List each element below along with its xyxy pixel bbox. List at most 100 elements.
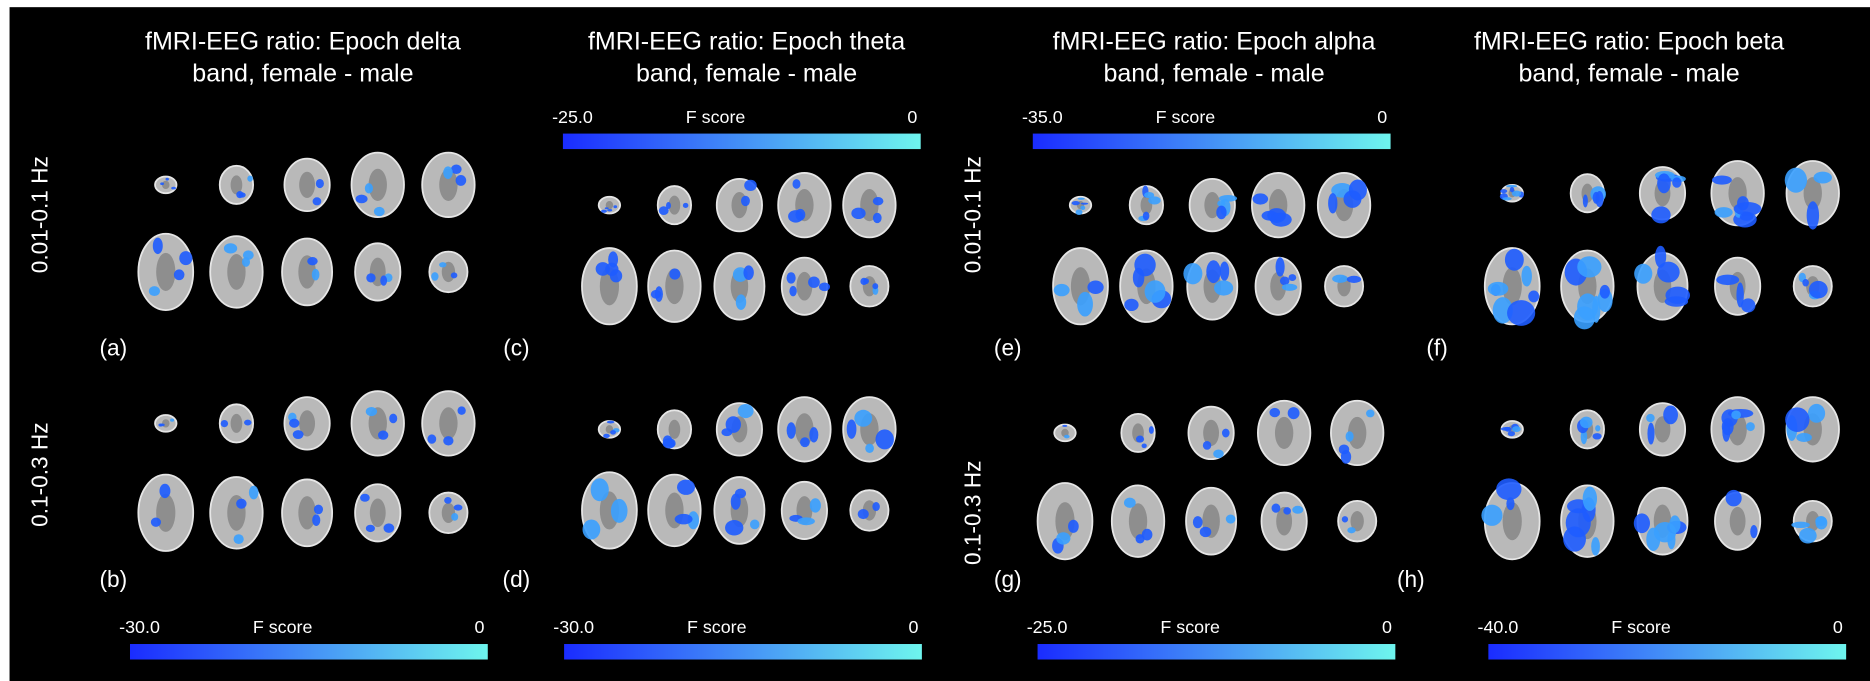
activation [1799, 528, 1817, 544]
activation [1583, 194, 1588, 207]
activation [179, 251, 192, 265]
colorbar-label: F score [686, 107, 746, 127]
activation [314, 505, 323, 515]
activation [847, 419, 857, 438]
activation [1124, 498, 1136, 508]
activation [1077, 292, 1093, 317]
activation [789, 286, 796, 297]
activation [787, 272, 796, 283]
activation [1715, 207, 1733, 218]
activation [860, 278, 867, 285]
colorbar [1038, 644, 1396, 660]
activation [611, 499, 628, 523]
activation [312, 514, 320, 526]
activation [360, 494, 370, 502]
activation [1183, 263, 1202, 284]
activation [160, 182, 164, 185]
activation [1802, 279, 1809, 287]
activation [1203, 441, 1211, 450]
panel-label: (g) [994, 566, 1022, 592]
activation [1712, 175, 1732, 184]
activation [610, 430, 616, 435]
activation [1634, 513, 1650, 533]
activation [1145, 280, 1166, 303]
activation [741, 196, 750, 206]
activation [1816, 516, 1828, 529]
activation [1342, 516, 1348, 522]
activation [873, 213, 882, 223]
activation [1214, 280, 1233, 295]
colorbar-max: 0 [1833, 617, 1843, 637]
activation [236, 191, 243, 198]
activation [669, 269, 680, 280]
activation [1750, 525, 1757, 538]
activation [1124, 299, 1138, 311]
activation [1591, 537, 1600, 556]
activation [1512, 426, 1521, 432]
activation [1078, 197, 1085, 199]
panel-label: (h) [1397, 566, 1425, 592]
brain-core [299, 172, 315, 198]
activation [1213, 449, 1224, 458]
activation [1270, 213, 1291, 227]
activation [244, 420, 252, 426]
activation [431, 272, 438, 281]
activation [800, 437, 810, 447]
activation [170, 419, 174, 422]
brain-core [162, 419, 170, 427]
activation [854, 410, 872, 427]
colorbar-label: F score [1160, 617, 1220, 637]
colorbar-label: F score [687, 617, 747, 637]
activation [1785, 168, 1807, 193]
activation [1276, 257, 1285, 276]
brain-core [298, 496, 316, 529]
activation [610, 269, 622, 282]
brain-core [156, 494, 175, 532]
activation [1500, 189, 1507, 193]
colorbar-max: 0 [1382, 617, 1392, 637]
activation [1056, 532, 1070, 544]
activation [865, 444, 874, 453]
activation [366, 525, 375, 532]
colorbar-label: F score [1611, 617, 1671, 637]
activation [787, 422, 796, 439]
activation [1593, 433, 1602, 439]
activation [1488, 282, 1509, 296]
activation [743, 265, 753, 280]
activation [1521, 266, 1531, 287]
activation [1785, 407, 1809, 432]
activation [221, 420, 228, 427]
activation [1508, 431, 1515, 436]
activation [1136, 436, 1144, 443]
activation [675, 514, 693, 525]
activation [1282, 284, 1297, 291]
activation [663, 435, 672, 446]
activation [1328, 193, 1337, 213]
activation [458, 406, 466, 415]
column-title: band, female - male [1518, 60, 1739, 88]
activation [1737, 196, 1749, 210]
activation [1657, 173, 1671, 193]
brain-core [370, 499, 386, 528]
activation [607, 421, 615, 424]
activation [1253, 193, 1269, 204]
activation [1665, 287, 1690, 304]
activation [1722, 422, 1730, 442]
background [10, 7, 1870, 681]
activation [166, 178, 169, 181]
activation [1672, 177, 1681, 187]
activation [174, 269, 185, 280]
activation [601, 210, 607, 213]
activation [451, 513, 458, 521]
activation [153, 238, 163, 254]
activation [1288, 407, 1300, 419]
activation [159, 484, 170, 498]
activation [1272, 504, 1281, 513]
activation [875, 429, 893, 449]
activation [1134, 254, 1155, 277]
activation [1510, 187, 1514, 192]
activation [1072, 201, 1080, 205]
page: fMRI-EEG ratio: Epoch deltaband, female … [0, 0, 1870, 681]
row-label: 0.01-0.1 Hz [27, 156, 53, 273]
activation [1283, 507, 1291, 515]
